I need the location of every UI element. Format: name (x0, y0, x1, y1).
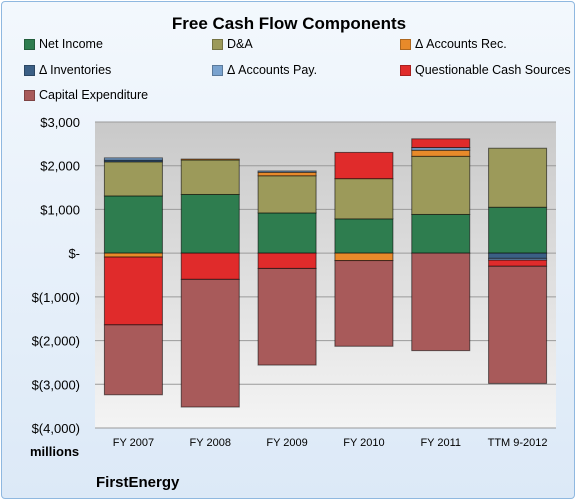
legend-label: Questionable Cash Sources (415, 63, 571, 77)
y-tick-label: $3,000 (40, 115, 80, 130)
bar-segment (257, 171, 317, 177)
bar-segment (334, 151, 394, 180)
bar-segment (103, 161, 163, 197)
y-tick-label: $(3,000) (32, 377, 80, 392)
y-tick-label: $2,000 (40, 159, 80, 174)
legend-item: Δ Accounts Pay. (212, 63, 317, 77)
legend-item: D&A (212, 37, 253, 51)
bar-segment (257, 252, 317, 269)
bar-segment (103, 324, 163, 396)
bar-segment (334, 178, 394, 220)
legend-item: Questionable Cash Sources (400, 63, 571, 77)
bar-segment (180, 158, 240, 161)
plot-area (95, 122, 556, 428)
y-tick-label: $1,000 (40, 202, 80, 217)
bar-segment (411, 252, 471, 352)
bar-segment (334, 260, 394, 347)
legend-label: Δ Accounts Rec. (415, 37, 507, 51)
bar-segment (411, 149, 471, 157)
bar-segment (257, 212, 317, 254)
bar-segment (488, 259, 548, 267)
x-tick-label: TTM 9-2012 (488, 437, 548, 449)
legend-swatch (24, 38, 35, 50)
bar-segment (257, 267, 317, 366)
legend-label: Net Income (39, 37, 103, 51)
bar-segment (257, 170, 317, 173)
x-tick-label: FY 2011 (420, 437, 461, 449)
legend-swatch (212, 38, 223, 50)
bar-segment (257, 175, 317, 214)
legend-item: Δ Accounts Rec. (400, 37, 507, 51)
bar-segment (103, 195, 163, 254)
bar-segment (411, 138, 471, 149)
legend-label: Δ Accounts Pay. (227, 63, 318, 77)
x-tick-label: FY 2007 (113, 437, 154, 449)
bar-segment (488, 206, 548, 254)
bar-segment (103, 157, 163, 161)
y-tick-label: $- (68, 246, 80, 261)
legend-swatch (212, 64, 223, 76)
bar-segment (411, 155, 471, 215)
legend-label: Capital Expenditure (39, 88, 149, 102)
x-tick-label: FY 2009 (266, 437, 307, 449)
y-axis-units: millions (30, 444, 80, 459)
bar-segment (180, 159, 240, 195)
bar-segment (334, 218, 394, 254)
chart-title: Free Cash Flow Components (171, 14, 407, 33)
bar-segment (103, 256, 163, 326)
company-name: FirstEnergy (96, 474, 180, 491)
bar-segment (180, 278, 240, 408)
y-tick-label: $(2,000) (32, 334, 80, 349)
legend-item: Net Income (24, 37, 103, 51)
legend-item: Capital Expenditure (24, 88, 148, 102)
bar-segment (488, 147, 548, 208)
legend-swatch (24, 89, 35, 101)
legend-label: Δ Inventories (39, 63, 112, 77)
legend-swatch (400, 64, 411, 76)
legend-swatch (24, 64, 35, 76)
bar-segment (180, 252, 240, 280)
legend-label: D&A (227, 37, 253, 51)
bar-segment (488, 265, 548, 384)
x-tick-label: FY 2008 (190, 437, 231, 449)
bar-segment (488, 252, 548, 259)
x-tick-label: FY 2010 (343, 437, 384, 449)
bar-segment (334, 252, 394, 262)
bar-segment (411, 213, 471, 254)
legend-item: Δ Inventories (24, 63, 111, 77)
legend-swatch (400, 38, 411, 50)
y-tick-label: $(1,000) (32, 290, 80, 305)
bar-segment (103, 252, 163, 258)
y-tick-label: $(4,000) (32, 421, 80, 436)
bar-segment (180, 193, 240, 254)
